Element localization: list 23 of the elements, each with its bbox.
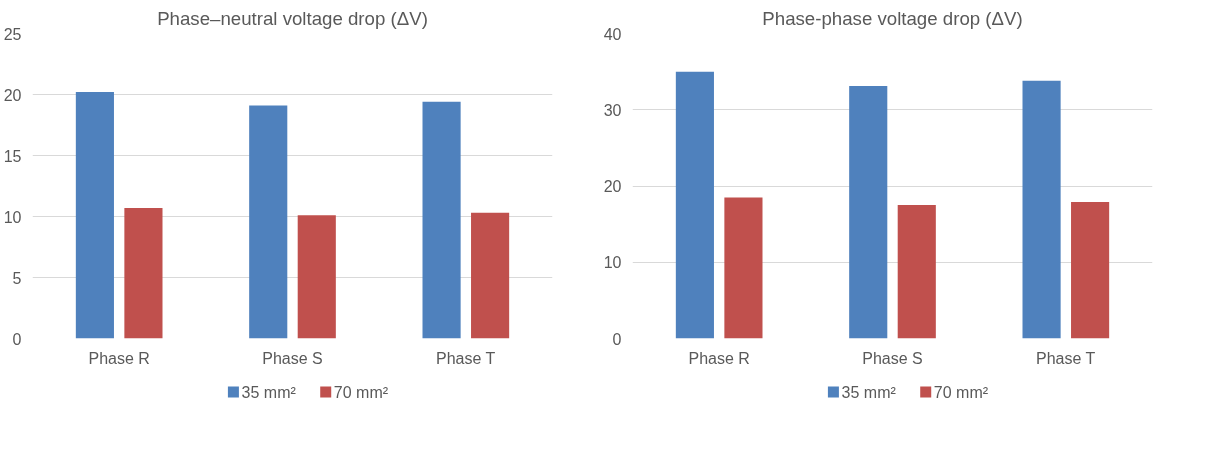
legend-label: 70 mm²: [933, 383, 989, 401]
y-tick-label: 5: [12, 269, 22, 287]
chart-title: Phase-phase voltage drop (ΔV): [762, 7, 1023, 29]
y-tick-label: 10: [603, 254, 622, 272]
x-tick-label: Phase S: [862, 349, 923, 367]
legend-label: 35 mm²: [841, 383, 897, 401]
chart-title: Phase–neutral voltage drop (ΔV): [157, 7, 428, 29]
y-tick-label: 40: [603, 25, 622, 43]
x-tick-label: Phase T: [436, 349, 496, 367]
x-tick-label: Phase T: [1036, 349, 1096, 367]
y-tick-label: 20: [603, 178, 622, 195]
x-tick-label: Phase R: [88, 349, 150, 367]
y-tick-label: 0: [12, 330, 22, 348]
y-tick-label: 10: [3, 208, 22, 226]
y-tick-label: 20: [3, 86, 22, 104]
y-tick-label: 0: [612, 330, 622, 348]
y-tick-label: 25: [3, 25, 22, 43]
x-tick-label: Phase R: [688, 349, 750, 367]
y-tick-label: 30: [603, 101, 622, 119]
y-tick-label: 15: [3, 147, 22, 165]
legend-label: 35 mm²: [241, 383, 297, 401]
x-tick-label: Phase S: [262, 349, 323, 367]
legend-label: 70 mm²: [333, 383, 389, 401]
